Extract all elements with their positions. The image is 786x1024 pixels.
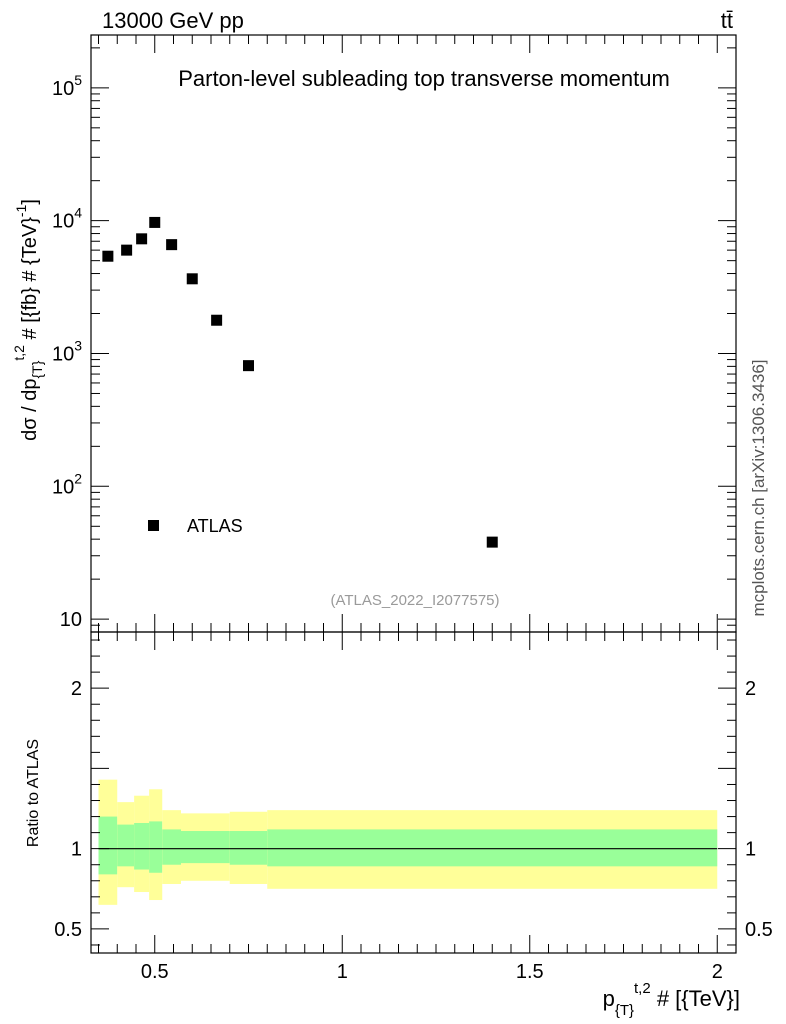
main-y-tick-label: 104 <box>52 205 82 233</box>
data-point <box>243 360 254 372</box>
inner-band-bin <box>203 831 230 864</box>
x-tick-label: 1.5 <box>516 961 544 983</box>
ratio-y-tick-label-right: 2 <box>745 678 756 700</box>
ratio-y-tick-labels: 0.5 0.5 1 1 2 2 <box>54 678 773 941</box>
data-point <box>486 536 498 548</box>
data-point <box>211 314 223 326</box>
inner-band-bin <box>117 824 135 867</box>
inner-band-bin <box>98 816 118 875</box>
ratio-y-tick-label: 2 <box>71 678 82 700</box>
inner-band-bin <box>149 821 163 873</box>
inner-band-bin <box>162 829 181 865</box>
main-y-tick-label: 105 <box>52 72 82 100</box>
main-plot-title: Parton-level subleading top transverse m… <box>178 66 670 91</box>
data-point <box>186 273 198 285</box>
data-point <box>166 239 178 251</box>
ratio-x-tick-labels: 0.5 1 1.5 2 <box>141 961 723 983</box>
data-point <box>121 244 133 256</box>
main-panel: Parton-level subleading top transverse m… <box>11 34 737 633</box>
collision-energy-label: 13000 GeV pp <box>102 8 244 33</box>
main-axis-ticks <box>91 35 736 633</box>
main-y-tick-labels: 10 102 103 104 105 <box>52 72 82 631</box>
inner-band-bin <box>181 831 204 864</box>
inner-band-bin <box>229 831 268 865</box>
x-tick-label: 1 <box>337 961 348 983</box>
process-label: tt̄ <box>721 8 733 33</box>
inner-band-bin <box>134 822 150 870</box>
x-tick-label: 0.5 <box>141 961 169 983</box>
x-tick-label: 2 <box>712 961 723 983</box>
ratio-panel-frame <box>90 631 737 954</box>
legend-label-atlas: ATLAS <box>187 516 243 536</box>
ratio-y-tick-label: 0.5 <box>54 919 82 941</box>
main-y-tick-label: 103 <box>52 337 82 365</box>
ratio-uncertainty-bands <box>98 779 718 905</box>
main-data-points <box>102 216 498 548</box>
legend: ATLAS <box>148 516 243 536</box>
analysis-watermark: (ATLAS_2022_I2077575) <box>330 592 499 609</box>
main-panel-frame <box>90 34 737 633</box>
main-y-tick-label: 102 <box>52 470 82 498</box>
legend-marker-atlas <box>148 520 159 531</box>
ratio-axis-ticks <box>91 632 736 953</box>
ratio-y-tick-label-right: 0.5 <box>745 919 773 941</box>
x-axis-title: p{T}t,2 # [{TeV}] <box>603 980 740 1019</box>
data-point <box>102 250 114 262</box>
inner-band-bin <box>267 829 718 867</box>
ratio-y-tick-label-right: 1 <box>745 839 756 861</box>
ratio-y-tick-label: 1 <box>71 839 82 861</box>
ratio-y-axis-title: Ratio to ATLAS <box>25 739 42 847</box>
main-y-axis-title: dσ / dp{T}t,2 # [{fb} # {TeV}-1] <box>11 199 45 441</box>
data-point <box>136 233 148 245</box>
mcplots-side-label: mcplots.cern.ch [arXiv:1306.3436] <box>749 359 768 616</box>
main-y-tick-label: 10 <box>60 609 82 631</box>
data-point <box>149 216 161 228</box>
ratio-panel: 0.5 0.5 1 1 2 2 0.5 1 1.5 2 Ratio to ATLAS p{T}t… <box>25 631 773 1019</box>
